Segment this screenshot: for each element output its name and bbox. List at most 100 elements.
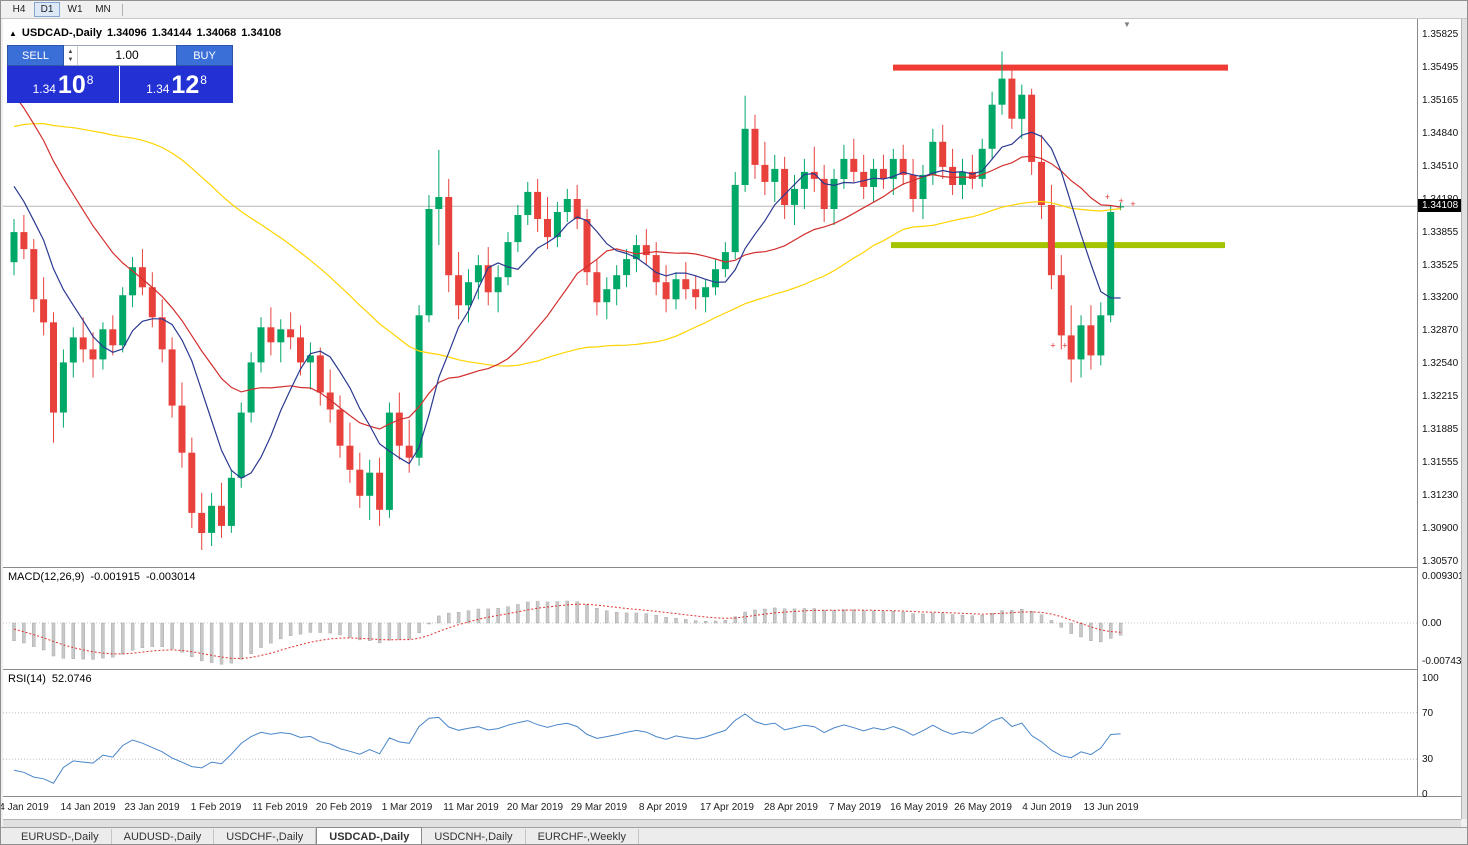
timeframe-button-h4[interactable]: H4 [6, 2, 32, 17]
macd-histogram-bar [51, 622, 56, 657]
tab-usdcnh-daily[interactable]: USDCNH-,Daily [422, 829, 526, 844]
candle-body [129, 267, 137, 296]
tab-audusd-daily[interactable]: AUDUSD-,Daily [112, 829, 215, 844]
ma-slow-line [13, 122, 1121, 367]
macd-histogram-bar [259, 622, 263, 648]
macd-histogram-bar [1000, 610, 1004, 624]
macd-chart[interactable] [3, 568, 1417, 670]
macd-histogram-bar [249, 622, 253, 654]
candle-body [919, 174, 927, 199]
date-axis-label: 20 Feb 2019 [315, 802, 373, 813]
candle-body [1047, 205, 1055, 276]
tab-usdcad-daily[interactable]: USDCAD-,Daily [316, 827, 423, 844]
support-line[interactable] [891, 242, 1225, 249]
macd-histogram-bar [812, 608, 816, 624]
date-axis-label: 14 Jan 2019 [60, 802, 116, 813]
candle-body [188, 452, 196, 513]
macd-histogram-bar [1099, 622, 1103, 643]
candle-body [978, 148, 986, 179]
macd-histogram-bar [22, 622, 26, 644]
rsi-scale-label: 100 [1422, 673, 1439, 684]
candle-body [632, 245, 640, 260]
macd-histogram-bar [120, 622, 125, 655]
tab-usdchf-daily[interactable]: USDCHF-,Daily [214, 829, 317, 844]
volume-up-button[interactable]: ▲ [67, 48, 74, 55]
candle-body [208, 505, 216, 533]
timeframe-button-d1[interactable]: D1 [34, 2, 60, 17]
one-click-trading-widget: SELL ▲ ▼ 1.00 BUY 1.34 10 8 1 [7, 45, 233, 103]
rsi-scale-label: 30 [1422, 754, 1434, 765]
candle-body [455, 275, 463, 306]
macd-histogram-bar [1089, 622, 1093, 641]
trade-marker: + [1050, 340, 1055, 350]
candle-body [178, 405, 186, 453]
volume-input[interactable]: 1.00 [115, 48, 139, 62]
candle-body [138, 267, 146, 288]
chart-window[interactable]: + + + + + ▲ USDCAD-,Daily 1.34096 1.34144 1.3406… [1, 19, 1467, 819]
price-scale-label: 1.30900 [1422, 523, 1459, 534]
candle-body [672, 279, 680, 300]
collapse-triangle-icon[interactable]: ▲ [9, 29, 17, 38]
tab-eurusd-daily[interactable]: EURUSD-,Daily [9, 829, 112, 844]
macd-histogram-bar [911, 613, 915, 624]
candle-body [988, 104, 996, 149]
macd-histogram-bar [427, 622, 431, 625]
candlestick-chart[interactable]: + + + + + [3, 19, 1417, 568]
candle-body [415, 315, 423, 458]
main-chart-panel[interactable]: + + + + + ▲ USDCAD-,Daily 1.34096 1.34144 1.3406… [3, 19, 1417, 568]
trade-marker: + [1119, 196, 1124, 206]
macd-indicator-panel[interactable]: MACD(12,26,9) -0.001915 -0.003014 [3, 568, 1417, 670]
macd-histogram-bar [1029, 611, 1034, 624]
buy-button[interactable]: BUY [176, 45, 233, 66]
volume-down-button[interactable]: ▼ [67, 56, 74, 63]
macd-histogram-bar [61, 622, 66, 659]
symbol-label: USDCAD-,Daily [21, 27, 102, 39]
sell-price-display[interactable]: 1.34 10 8 [7, 66, 120, 103]
candle-body [227, 477, 235, 526]
sell-button[interactable]: SELL [7, 45, 64, 66]
chart-shift-marker-icon[interactable]: ▼ [1123, 20, 1131, 29]
price-scale[interactable]: 1.35825 1.35495 1.35165 1.34840 1.34510 1.341… [1417, 19, 1467, 800]
macd-histogram-bar [12, 622, 16, 641]
buy-price-display[interactable]: 1.34 12 8 [120, 66, 233, 103]
horizontal-scrollbar[interactable] [3, 819, 1461, 827]
macd-histogram-bar [516, 604, 520, 624]
rsi-indicator-panel[interactable]: RSI(14) 52.0746 [3, 670, 1417, 797]
tab-eurchf-weekly[interactable]: EURCHF-,Weekly [526, 829, 639, 844]
vertical-scrollbar[interactable] [1461, 19, 1467, 819]
close-value: 1.34108 [241, 27, 282, 39]
candle-body [1008, 78, 1016, 119]
rsi-chart[interactable] [3, 670, 1417, 797]
macd-histogram-bar [1049, 620, 1054, 624]
candle-body [366, 472, 374, 496]
macd-histogram-bar [1010, 610, 1014, 624]
timeframe-button-mn[interactable]: MN [90, 2, 116, 17]
low-value: 1.34068 [196, 27, 237, 39]
candle-body [1077, 325, 1085, 360]
macd-histogram-bar [832, 610, 836, 624]
price-scale-label: 1.32870 [1422, 325, 1459, 336]
candle-body [652, 255, 660, 283]
candle-body [277, 329, 285, 343]
macd-histogram-bar [41, 622, 46, 651]
volume-control[interactable]: ▲ ▼ 1.00 [64, 45, 176, 66]
timeframe-button-w1[interactable]: W1 [62, 2, 88, 17]
date-axis-label: 29 Mar 2019 [570, 802, 628, 813]
resistance-line[interactable] [893, 64, 1228, 71]
candle-body [1087, 325, 1095, 356]
macd-scale-label: -0.007433 [1422, 656, 1468, 667]
candle-body [929, 141, 937, 175]
price-scale-label: 1.35495 [1422, 62, 1459, 73]
candle-body [336, 409, 344, 446]
candle-body [267, 327, 275, 343]
candle-body [198, 512, 206, 533]
macd-histogram-bar [279, 622, 283, 640]
macd-histogram-bar [664, 617, 668, 624]
sell-price-base: 1.34 [32, 82, 56, 96]
macd-histogram-bar [229, 622, 234, 664]
macd-histogram-bar [140, 622, 145, 648]
macd-histogram-bar [269, 622, 273, 644]
candle-body [514, 215, 522, 243]
candle-body [356, 469, 364, 496]
candle-body [712, 269, 719, 288]
